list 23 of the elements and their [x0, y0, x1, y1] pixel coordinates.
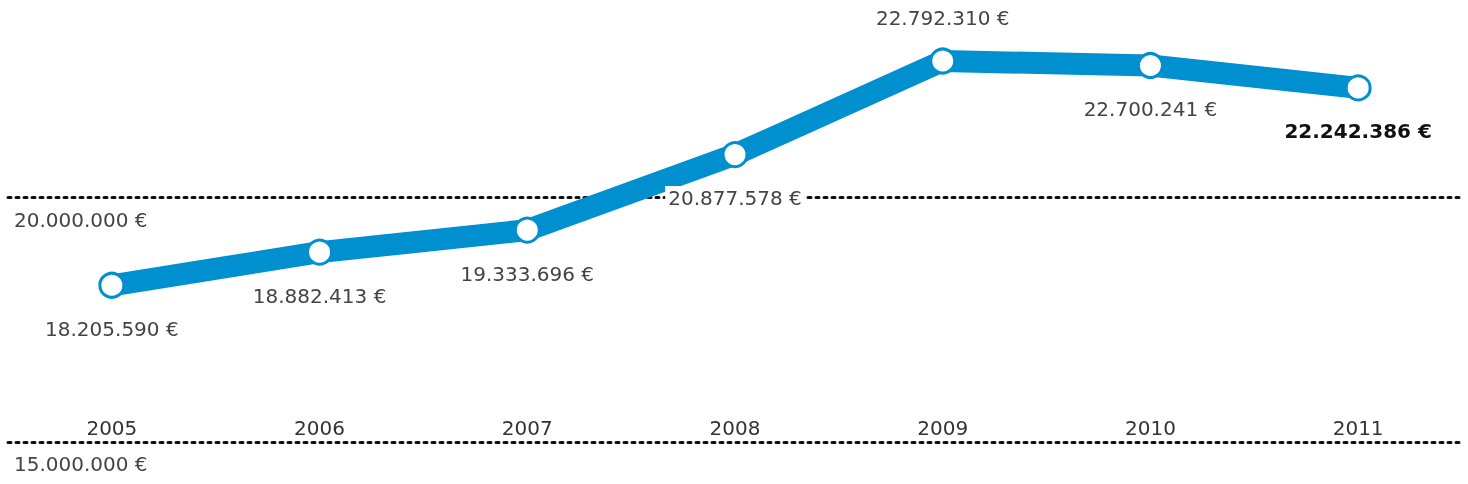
x-tick-label: 2007: [501, 416, 553, 440]
point: [929, 47, 957, 75]
x-tick-label: 2010: [1124, 416, 1176, 440]
ref-line-label: 20.000.000 €: [14, 207, 148, 232]
data-label: 22.792.310 €: [875, 5, 1010, 30]
data-label: 18.205.590 €: [45, 316, 179, 341]
point: [98, 271, 126, 299]
data-label: 20.877.578 €: [668, 186, 802, 211]
data-label: 22.700.241 €: [1083, 97, 1218, 121]
point: [1344, 74, 1372, 102]
point: [306, 238, 334, 266]
point: [513, 216, 541, 244]
data-label: 22.242.386 €: [1284, 119, 1432, 144]
data-label: 19.333.696 €: [460, 261, 595, 286]
x-tick-label: 2005: [86, 416, 138, 440]
data-label: 18.882.413 €: [252, 283, 387, 308]
point: [721, 141, 749, 169]
x-tick-label: 2011: [1332, 416, 1384, 440]
x-tick-label: 2008: [709, 416, 761, 440]
x-tick-label: 2009: [917, 416, 969, 440]
point: [1136, 52, 1164, 79]
ref-line-label: 15.000.000 €: [14, 452, 148, 476]
x-tick-label: 2006: [294, 416, 346, 440]
